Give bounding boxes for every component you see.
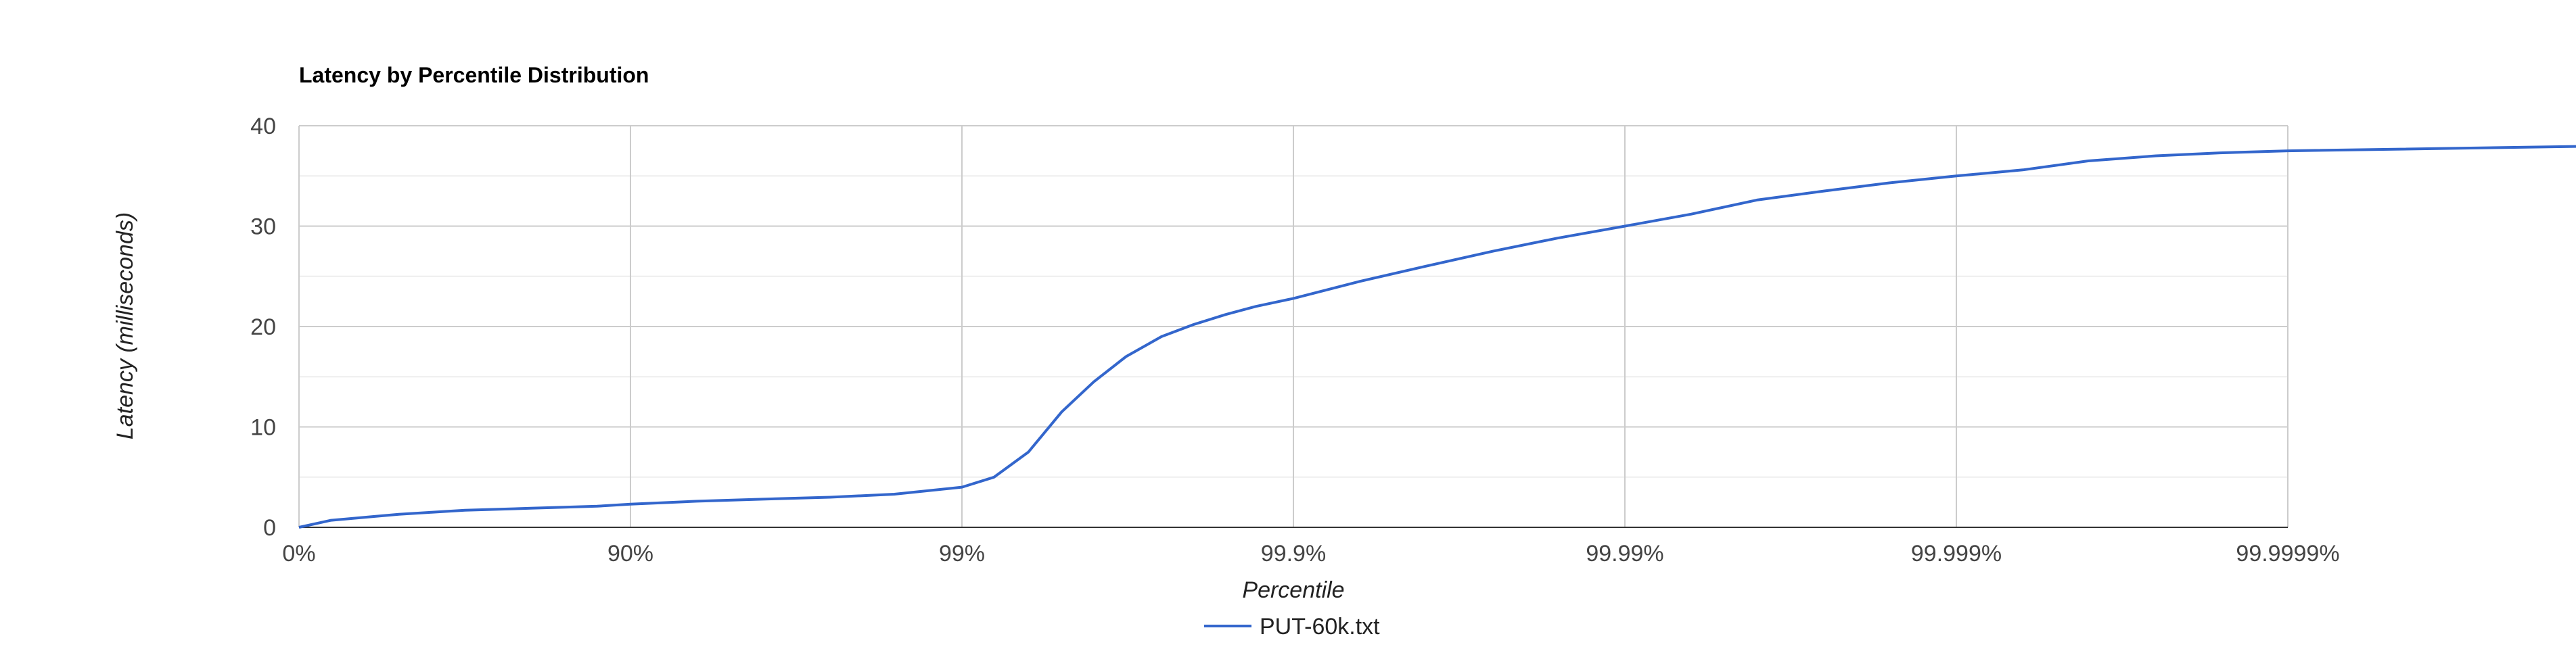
legend: PUT-60k.txt <box>1204 614 1380 640</box>
x-tick-label: 99.99% <box>1586 541 1663 567</box>
y-tick-label: 40 <box>250 114 276 139</box>
x-tick-label: 99.999% <box>1911 541 2002 567</box>
gridlines <box>298 125 2288 527</box>
x-tick-label: 0% <box>282 541 315 567</box>
series-line-0 <box>298 145 2576 529</box>
x-tick-label: 90% <box>607 541 653 567</box>
y-axis-ticks: 0 10 20 30 40 <box>250 114 276 541</box>
x-tick-label: 99.9999% <box>2236 541 2339 567</box>
series-layer <box>298 145 2576 529</box>
y-axis-title: Latency (milliseconds) <box>112 212 138 439</box>
y-tick-label: 20 <box>250 314 276 340</box>
legend-label-put-60k: PUT-60k.txt <box>1260 614 1380 640</box>
chart-title: Latency by Percentile Distribution <box>299 63 649 87</box>
y-tick-label: 0 <box>263 515 276 541</box>
x-tick-label: 99.9% <box>1261 541 1326 567</box>
x-axis-title: Percentile <box>1242 577 1344 603</box>
y-tick-label: 30 <box>250 214 276 240</box>
x-axis-ticks: 0% 90% 99% 99.9% 99.99% 99.999% 99.9999% <box>282 541 2339 567</box>
y-tick-label: 10 <box>250 415 276 441</box>
x-tick-label: 99% <box>939 541 985 567</box>
